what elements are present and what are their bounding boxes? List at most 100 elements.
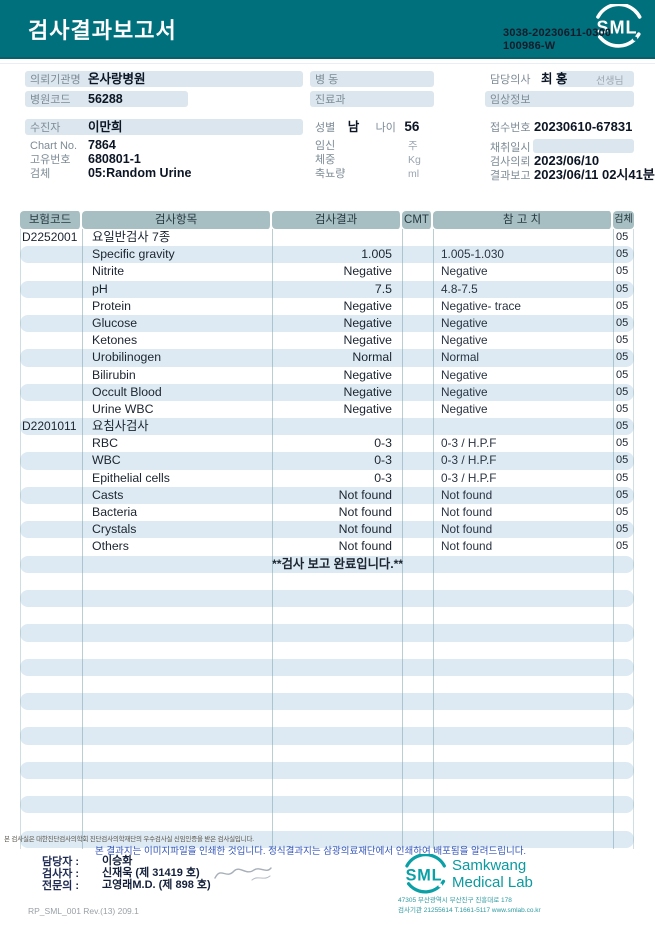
- table-cell: D2252001: [22, 230, 78, 244]
- table-row: Epithelial cells 0-3 0-3 / H.P.F 05: [20, 470, 634, 487]
- table-row: Nitrite Negative Negative 05: [20, 263, 634, 280]
- table-cell: D2201011: [22, 419, 77, 434]
- table-cell: [82, 590, 272, 607]
- table-cell: [20, 762, 82, 779]
- table-cell: [613, 573, 634, 590]
- table-cell: [20, 624, 82, 641]
- table-cell: 0-3 / H.P.F: [441, 436, 497, 451]
- column-divider: [433, 229, 434, 849]
- table-cell: [272, 229, 402, 246]
- table-cell: 05: [616, 420, 629, 433]
- table-cell: Negative: [343, 401, 392, 416]
- table-cell: [402, 521, 433, 538]
- table-cell: [613, 796, 634, 813]
- table-cell: [402, 504, 433, 521]
- column-divider: [613, 229, 614, 849]
- table-cell: [82, 676, 272, 693]
- page-title: 검사결과보고서: [28, 18, 177, 43]
- table-cell: 05: [616, 385, 629, 398]
- field-chart-no-value: 7864: [88, 138, 116, 152]
- column-divider: [20, 229, 21, 849]
- table-cell: Ketones: [92, 333, 138, 348]
- table-row: **검사 보고 완료입니다.**: [20, 555, 634, 573]
- table-cell: [433, 642, 613, 659]
- field-order-date-value: 2023/06/10: [534, 153, 600, 168]
- field-accession-no: 접수번호: [490, 122, 531, 134]
- table-cell: Specific gravity: [92, 247, 175, 262]
- table-cell: Negative: [343, 264, 392, 279]
- table-cell: [272, 590, 402, 607]
- table-cell: 0-3: [374, 436, 392, 451]
- table-cell: Negative- trace: [441, 298, 521, 313]
- table-cell: 0-3 / H.P.F: [441, 470, 497, 485]
- table-cell: [433, 779, 613, 796]
- table-cell: Negative: [441, 264, 488, 279]
- table-cell: [20, 246, 82, 263]
- field-doctor: 담당의사 최 홍: [490, 72, 568, 86]
- field-order-date: 검사의뢰: [490, 156, 531, 168]
- table-body: D2252001 요일반검사 7종 05 Specific gravity 1.005 1…: [20, 229, 634, 848]
- table-cell: [20, 796, 82, 813]
- report-header-banner: 검사결과보고서 SML 3038-20230611-0300 100986-W: [0, 0, 655, 59]
- table-row: WBC 0-3 0-3 / H.P.F 05: [20, 452, 634, 470]
- report-id-block: 3038-20230611-0300 100986-W: [503, 27, 611, 53]
- table-cell: pH: [92, 281, 108, 296]
- table-cell: [272, 693, 402, 710]
- svg-text:SML: SML: [597, 17, 638, 37]
- table-cell: [272, 659, 402, 676]
- table-cell: 요침사검사: [92, 419, 149, 434]
- table-cell: [402, 281, 433, 298]
- table-cell: [433, 624, 613, 641]
- table-cell: [613, 779, 634, 796]
- field-ward: 병 동: [315, 74, 339, 86]
- table-cell: [272, 418, 402, 435]
- table-cell: [20, 435, 82, 452]
- field-specimen-value: 05:Random Urine: [88, 166, 192, 180]
- table-cell: Casts: [92, 487, 124, 502]
- col-header-test-name: 검사항목: [82, 211, 272, 229]
- table-cell: [433, 229, 613, 246]
- table-cell: [402, 642, 433, 659]
- table-cell: [82, 607, 272, 624]
- column-divider: [82, 229, 83, 849]
- sml-footer-logo-icon: SML: [398, 852, 450, 899]
- staff-in-charge: 담당자 : 이승화: [42, 855, 133, 868]
- table-cell: 05: [616, 316, 629, 329]
- field-bar: [558, 71, 634, 87]
- table-cell: [20, 298, 82, 315]
- table-cell: 05: [616, 282, 629, 295]
- table-cell: **검사 보고 완료입니다.**: [272, 556, 404, 571]
- table-row: [20, 658, 634, 676]
- table-cell: [20, 710, 82, 727]
- field-collection-time: 채취일시: [490, 142, 531, 154]
- table-cell: [20, 384, 82, 401]
- table-cell: Nitrite: [92, 264, 125, 279]
- table-cell: RBC: [92, 436, 118, 451]
- staff-specialist: 전문의 : 고영래M.D. (제 898 호): [42, 879, 211, 892]
- table-cell: 05: [616, 299, 629, 312]
- table-cell: Glucose: [92, 315, 138, 330]
- field-patient-value: 이만희: [88, 120, 123, 134]
- field-label: 의뢰기관명: [30, 74, 81, 86]
- column-divider: [633, 229, 634, 849]
- table-cell: 05: [616, 471, 629, 484]
- table-row: Bacteria Not found Not found 05: [20, 504, 634, 521]
- table-cell: [402, 246, 433, 263]
- field-pregnancy-unit: 주: [408, 140, 418, 152]
- staff-examiner: 검사자 : 신재욱 (제 31419 호): [42, 867, 200, 880]
- table-cell: Negative: [441, 401, 488, 416]
- table-cell: [613, 659, 634, 676]
- table-cell: [613, 693, 634, 710]
- table-cell: [613, 831, 634, 848]
- table-cell: [433, 607, 613, 624]
- sml-logo-icon: SML: [588, 2, 646, 53]
- table-row: Glucose Negative Negative 05: [20, 314, 634, 333]
- doctor-value: 최 홍: [540, 72, 568, 86]
- field-sex-age: 성별 남 나이 56: [315, 119, 420, 134]
- table-row: [20, 813, 634, 830]
- table-cell: 05: [616, 265, 629, 278]
- svg-text:SML: SML: [406, 867, 443, 885]
- table-cell: Normal: [352, 350, 392, 365]
- certification-note: 본 검사실은 대한진단검사의학회 진단검사의학재단의 우수검사실 신임인증을 받…: [4, 836, 254, 843]
- table-cell: [433, 727, 613, 744]
